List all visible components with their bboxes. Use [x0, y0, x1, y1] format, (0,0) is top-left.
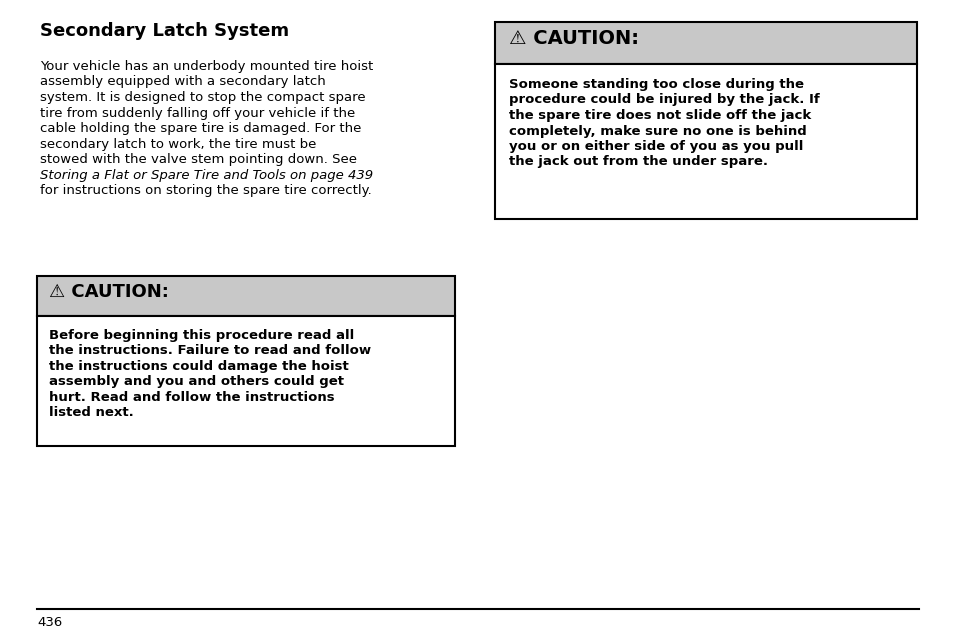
Text: listed next.: listed next.: [49, 406, 133, 420]
Text: tire from suddenly falling off your vehicle if the: tire from suddenly falling off your vehi…: [40, 106, 355, 120]
Bar: [37, 276, 455, 316]
Bar: [495, 64, 916, 219]
Text: the instructions. Failure to read and follow: the instructions. Failure to read and fo…: [49, 345, 371, 357]
Text: cable holding the spare tire is damaged. For the: cable holding the spare tire is damaged.…: [40, 122, 361, 135]
Text: Before beginning this procedure read all: Before beginning this procedure read all: [49, 329, 354, 342]
Text: the jack out from the under spare.: the jack out from the under spare.: [509, 155, 767, 169]
Text: assembly and you and others could get: assembly and you and others could get: [49, 375, 344, 389]
Text: hurt. Read and follow the instructions: hurt. Read and follow the instructions: [49, 391, 335, 404]
Text: the spare tire does not slide off the jack: the spare tire does not slide off the ja…: [509, 109, 810, 122]
Text: Someone standing too close during the: Someone standing too close during the: [509, 78, 803, 91]
Text: stowed with the valve stem pointing down. See: stowed with the valve stem pointing down…: [40, 153, 356, 166]
Text: the instructions could damage the hoist: the instructions could damage the hoist: [49, 360, 349, 373]
Text: procedure could be injured by the jack. If: procedure could be injured by the jack. …: [509, 93, 819, 106]
Text: Storing a Flat or Spare Tire and Tools on page 439: Storing a Flat or Spare Tire and Tools o…: [40, 169, 373, 181]
Bar: [495, 22, 916, 64]
Text: for instructions on storing the spare tire correctly.: for instructions on storing the spare ti…: [40, 184, 372, 197]
Text: Your vehicle has an underbody mounted tire hoist: Your vehicle has an underbody mounted ti…: [40, 60, 373, 73]
Text: you or on either side of you as you pull: you or on either side of you as you pull: [509, 140, 802, 153]
Text: secondary latch to work, the tire must be: secondary latch to work, the tire must b…: [40, 137, 316, 151]
Text: assembly equipped with a secondary latch: assembly equipped with a secondary latch: [40, 76, 325, 88]
Bar: [37, 316, 455, 446]
Text: ⚠ CAUTION:: ⚠ CAUTION:: [49, 283, 169, 301]
Text: 436: 436: [37, 616, 62, 629]
Text: system. It is designed to stop the compact spare: system. It is designed to stop the compa…: [40, 91, 365, 104]
Text: Secondary Latch System: Secondary Latch System: [40, 22, 289, 40]
Text: completely, make sure no one is behind: completely, make sure no one is behind: [509, 125, 806, 137]
Text: ⚠ CAUTION:: ⚠ CAUTION:: [509, 29, 639, 48]
